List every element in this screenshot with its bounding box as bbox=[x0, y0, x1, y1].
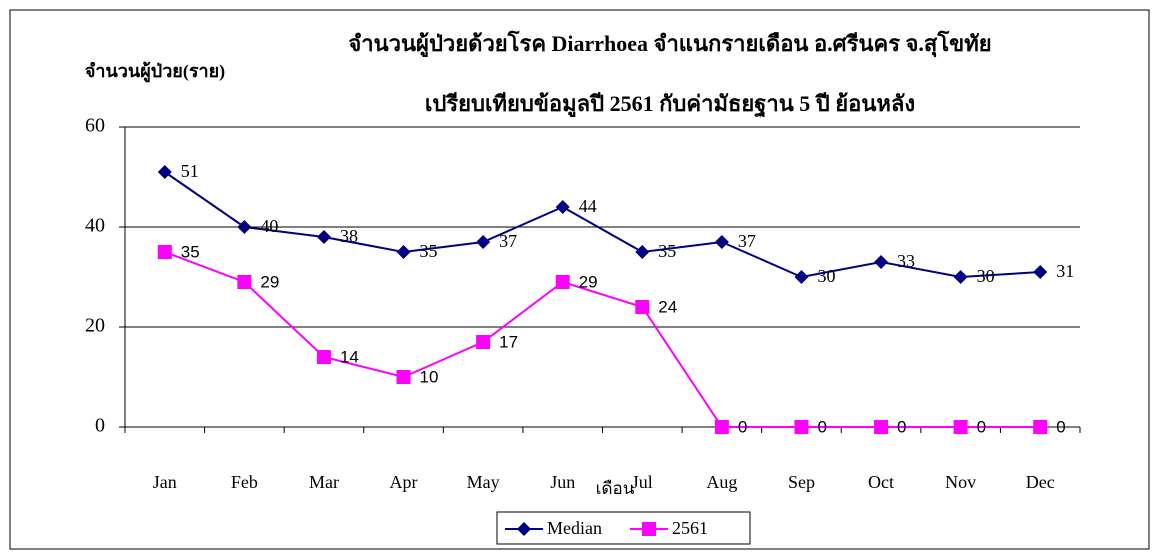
marker bbox=[635, 300, 650, 314]
marker bbox=[555, 275, 570, 289]
data-label: 31 bbox=[1056, 261, 1074, 281]
x-tick-label: Mar bbox=[309, 472, 339, 492]
data-label: 30 bbox=[817, 266, 835, 286]
x-tick-label: Nov bbox=[945, 472, 976, 492]
x-tick-label: May bbox=[467, 472, 500, 492]
marker bbox=[517, 522, 531, 536]
x-tick-label: Sep bbox=[788, 472, 815, 492]
data-label: 24 bbox=[658, 297, 677, 316]
data-label: 51 bbox=[181, 161, 199, 181]
marker bbox=[476, 335, 491, 349]
marker bbox=[953, 420, 968, 434]
marker bbox=[555, 200, 570, 214]
x-tick-label: Jan bbox=[153, 472, 177, 492]
y-tick-label: 60 bbox=[85, 115, 105, 137]
marker bbox=[157, 245, 172, 259]
data-label: 0 bbox=[1056, 417, 1065, 436]
chart-subtitle: เปรียบเทียบข้อมูลปี 2561 กับค่ามัธยฐาน 5… bbox=[425, 91, 915, 118]
marker bbox=[874, 255, 889, 269]
x-tick-label: Jul bbox=[632, 472, 653, 492]
marker bbox=[714, 235, 729, 249]
data-label: 38 bbox=[340, 226, 358, 246]
marker bbox=[237, 275, 252, 289]
data-label: 37 bbox=[499, 231, 517, 251]
data-label: 0 bbox=[738, 417, 747, 436]
series-line bbox=[164, 171, 1041, 279]
x-tick-label: Aug bbox=[706, 472, 737, 492]
data-label: 29 bbox=[579, 272, 598, 291]
marker bbox=[396, 370, 411, 384]
y-tick-label: 20 bbox=[85, 315, 105, 337]
marker bbox=[794, 270, 809, 284]
data-label: 30 bbox=[977, 266, 995, 286]
y-axis-label: จำนวนผู้ป่วย(ราย) bbox=[85, 61, 225, 83]
legend-box bbox=[496, 511, 751, 545]
marker bbox=[157, 165, 172, 179]
legend-label: 2561 bbox=[672, 518, 708, 538]
x-tick-label: Apr bbox=[390, 472, 418, 492]
data-label: 40 bbox=[260, 216, 278, 236]
data-label: 44 bbox=[579, 196, 597, 216]
y-tick-label: 40 bbox=[85, 215, 105, 237]
x-axis-label: เดือน bbox=[596, 479, 635, 498]
data-label: 37 bbox=[738, 231, 756, 251]
marker bbox=[1033, 420, 1048, 434]
x-tick-label: Jun bbox=[550, 472, 575, 492]
marker bbox=[635, 245, 650, 259]
data-label: 35 bbox=[181, 242, 200, 261]
data-label: 35 bbox=[420, 241, 438, 261]
marker bbox=[476, 235, 491, 249]
marker bbox=[316, 230, 331, 244]
data-label: 0 bbox=[977, 417, 986, 436]
data-label: 35 bbox=[658, 241, 676, 261]
marker bbox=[642, 522, 656, 536]
x-tick-label: Oct bbox=[868, 472, 894, 492]
chart-title: จำนวนผู้ป่วยด้วยโรค Diarrhoea จำแนกรายเด… bbox=[348, 30, 991, 58]
marker bbox=[237, 220, 252, 234]
data-label: 10 bbox=[420, 367, 439, 386]
x-tick-label: Feb bbox=[231, 472, 258, 492]
marker bbox=[953, 270, 968, 284]
data-label: 0 bbox=[897, 417, 906, 436]
marker bbox=[396, 245, 411, 259]
legend-label: Median bbox=[547, 518, 602, 538]
data-label: 33 bbox=[897, 251, 915, 271]
x-tick-label: Dec bbox=[1026, 472, 1055, 492]
data-label: 29 bbox=[260, 272, 279, 291]
marker bbox=[874, 420, 889, 434]
data-label: 17 bbox=[499, 332, 518, 351]
data-label: 0 bbox=[817, 417, 826, 436]
data-label: 14 bbox=[340, 347, 359, 366]
marker bbox=[316, 350, 331, 364]
marker bbox=[714, 420, 729, 434]
marker bbox=[794, 420, 809, 434]
y-tick-label: 0 bbox=[95, 415, 105, 437]
marker bbox=[1033, 265, 1048, 279]
series-line bbox=[164, 251, 1041, 428]
